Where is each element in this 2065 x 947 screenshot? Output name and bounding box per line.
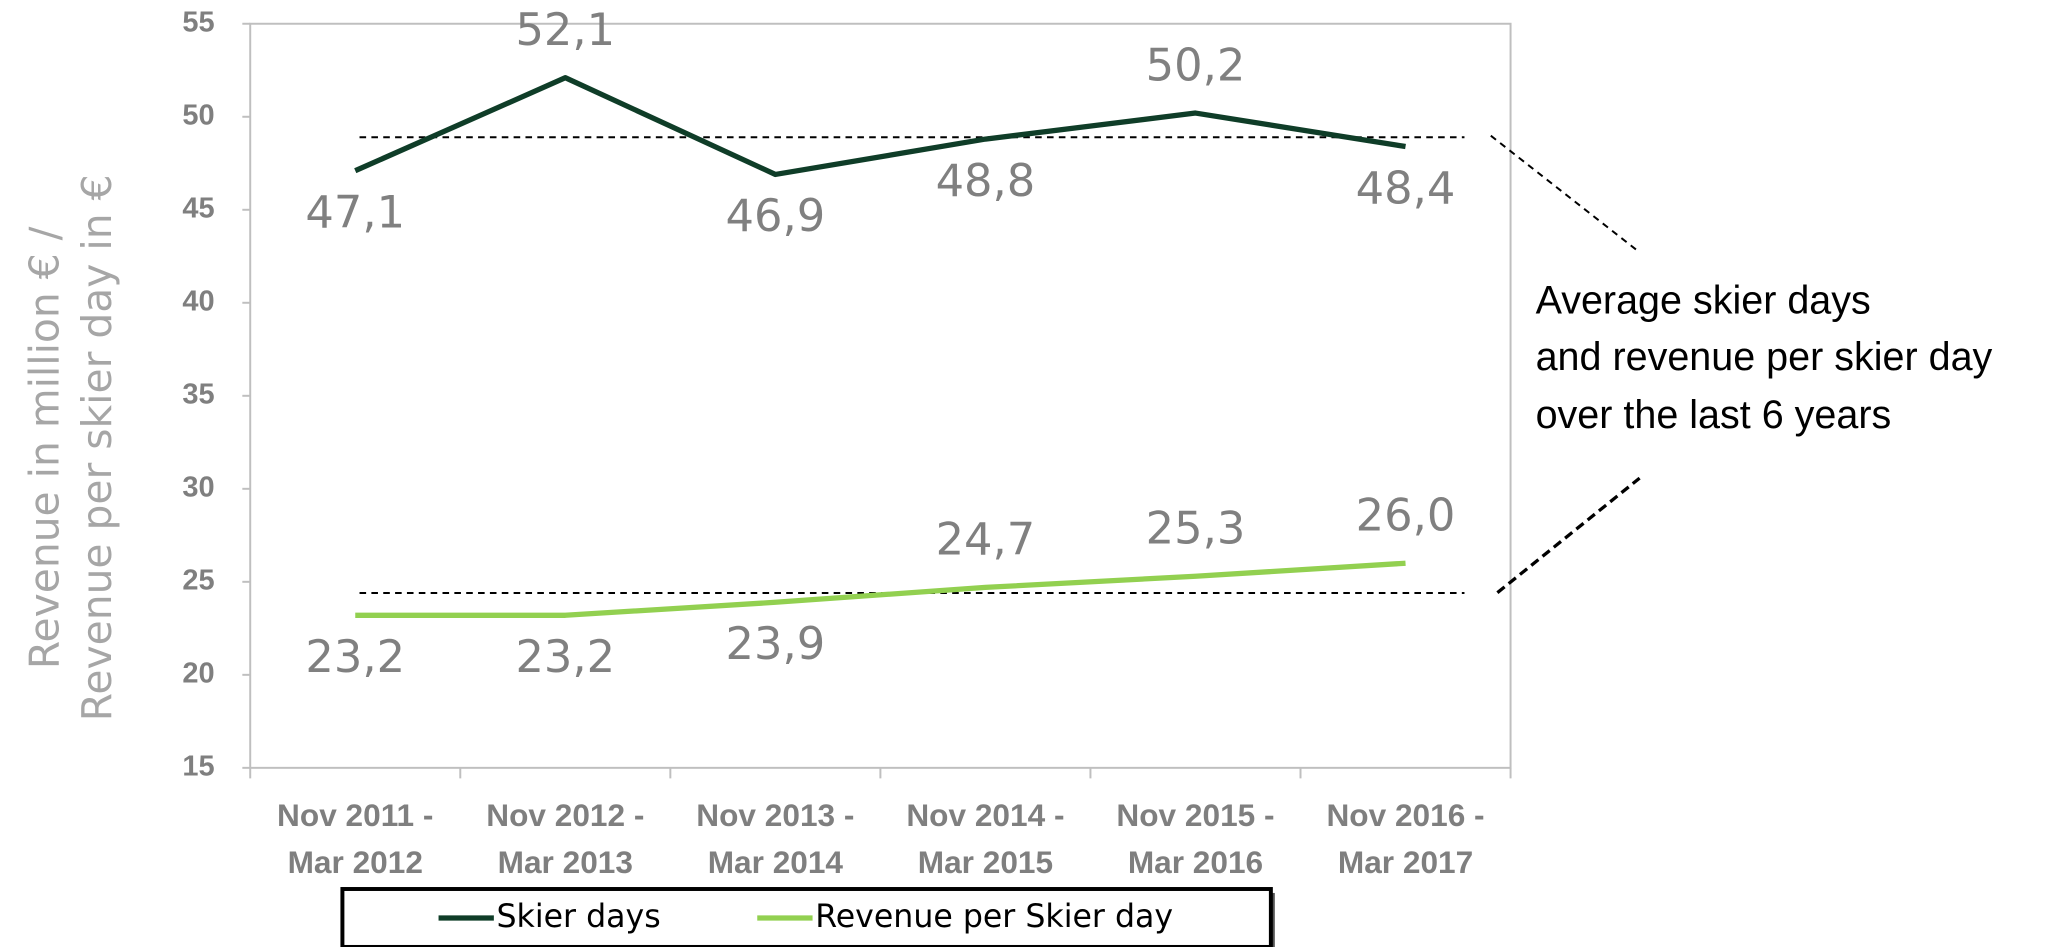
legend-label: Revenue per Skier day (815, 899, 1173, 935)
x-tick-label-box: Nov 2014 - Mar 2015 (906, 798, 1065, 882)
annotation-connector (1490, 134, 1638, 252)
y-tick-label: 30 (182, 471, 214, 503)
x-tick-label: Nov 2016 - Mar 2017 (1326, 798, 1485, 882)
data-label: 25,3 (1146, 501, 1246, 554)
data-label: 23,2 (305, 630, 405, 683)
annotation: over the last 6 years (1536, 393, 1892, 437)
x-tick-label: Nov 2015 - Mar 2016 (1116, 798, 1275, 882)
data-label: 46,9 (726, 189, 826, 242)
annotation: and revenue per skier day (1536, 335, 1993, 379)
data-label: 24,7 (936, 513, 1036, 566)
y-tick-label: 25 (182, 564, 214, 596)
y-axis-label: Revenue in million € / (20, 226, 68, 669)
data-label: 23,9 (726, 617, 826, 670)
data-label: 50,2 (1146, 38, 1246, 91)
data-label: 52,1 (515, 3, 615, 56)
x-tick-label-box: Nov 2016 - Mar 2017 (1326, 798, 1485, 882)
y-tick-label: 55 (182, 6, 214, 38)
series-line (355, 560, 1406, 618)
y-tick-label: 35 (182, 378, 214, 410)
data-label: 23,2 (515, 630, 615, 683)
x-tick-label: Nov 2014 - Mar 2015 (906, 798, 1065, 882)
annotation-bg (1514, 263, 2065, 475)
x-tick-label: Nov 2012 - Mar 2013 (486, 798, 645, 882)
data-label: 48,4 (1356, 161, 1456, 214)
x-tick-label-box: Nov 2012 - Mar 2013 (486, 798, 645, 882)
y-tick-label: 15 (182, 750, 214, 782)
x-tick-label: Nov 2013 - Mar 2014 (696, 798, 855, 882)
x-tick-label-box: Nov 2015 - Mar 2016 (1116, 798, 1275, 882)
legend-label: Skier days (496, 899, 660, 935)
y-tick-label: 20 (182, 657, 214, 689)
y-tick-label: 50 (182, 99, 214, 131)
y-axis-label: Revenue per skier day in € (73, 174, 121, 721)
series-line (354, 75, 1406, 178)
annotation-connector (1496, 476, 1641, 594)
data-label: 48,8 (936, 154, 1036, 207)
x-tick-label: Nov 2011 - Mar 2012 (277, 798, 434, 882)
y-tick-label: 40 (182, 285, 214, 317)
data-label: 26,0 (1356, 488, 1456, 541)
x-tick-label-box: Nov 2011 - Mar 2012 (277, 798, 434, 882)
annotation: Average skier days (1536, 278, 1871, 322)
data-label: 47,1 (305, 185, 405, 238)
x-tick-label-box: Nov 2013 - Mar 2014 (696, 798, 855, 882)
y-tick-label: 45 (182, 192, 214, 224)
